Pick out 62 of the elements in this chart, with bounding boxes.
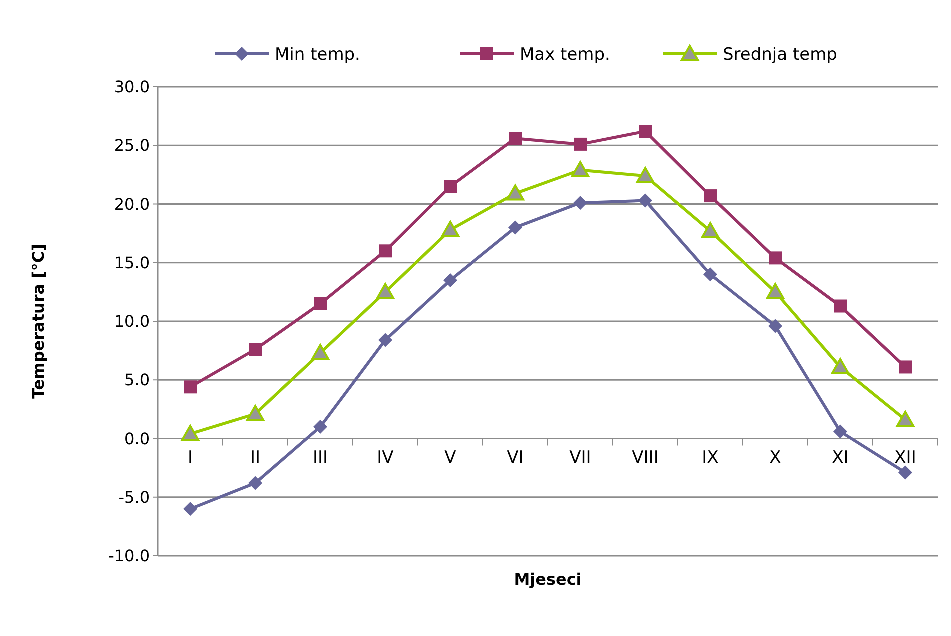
y-tick-label: -5.0 bbox=[118, 488, 150, 507]
point bbox=[509, 132, 522, 146]
legend-label: Srednja temp bbox=[723, 44, 838, 65]
point bbox=[184, 380, 197, 394]
x-tick-label: V bbox=[444, 448, 457, 468]
x-tick-label: VII bbox=[570, 448, 592, 468]
x-tick-label: X bbox=[770, 448, 782, 468]
point bbox=[314, 297, 327, 310]
point bbox=[898, 466, 912, 480]
point bbox=[704, 268, 718, 282]
point bbox=[184, 502, 198, 516]
point bbox=[506, 184, 524, 201]
legend-label: Min temp. bbox=[275, 44, 360, 65]
x-tick-label: III bbox=[312, 448, 328, 468]
point bbox=[702, 222, 720, 238]
x-tick-label: VIII bbox=[632, 448, 659, 468]
legend-label: Max temp. bbox=[520, 44, 610, 65]
point bbox=[766, 283, 784, 300]
point bbox=[768, 319, 782, 334]
point bbox=[638, 194, 652, 208]
x-tick-label: I bbox=[188, 448, 194, 468]
point bbox=[769, 252, 782, 265]
y-tick-label: 0.0 bbox=[124, 429, 150, 448]
point bbox=[832, 358, 850, 374]
point bbox=[574, 138, 587, 151]
x-axis-title: Mjeseci bbox=[514, 570, 582, 589]
x-tick-label: XI bbox=[832, 448, 849, 468]
y-tick-label: 20.0 bbox=[114, 194, 150, 214]
point bbox=[248, 476, 262, 490]
y-tick-label: 25.0 bbox=[114, 136, 150, 156]
point bbox=[639, 125, 652, 138]
point bbox=[636, 167, 654, 184]
y-tick-label: 5.0 bbox=[124, 370, 150, 390]
x-tick-label: XII bbox=[894, 448, 916, 468]
point bbox=[834, 300, 847, 313]
point bbox=[572, 161, 590, 178]
point bbox=[246, 405, 264, 422]
point bbox=[899, 360, 912, 374]
point bbox=[834, 424, 848, 439]
point bbox=[442, 221, 460, 238]
point bbox=[376, 283, 394, 300]
point bbox=[574, 196, 588, 210]
point bbox=[378, 333, 392, 348]
x-tick-label: IX bbox=[702, 448, 720, 468]
x-tick-label: II bbox=[250, 448, 261, 468]
y-axis-title: Temperatura [°C] bbox=[29, 244, 48, 399]
y-tick-label: -10.0 bbox=[108, 546, 150, 566]
point bbox=[379, 244, 392, 258]
y-tick-label: 30.0 bbox=[114, 78, 150, 97]
point bbox=[249, 343, 262, 356]
y-tick-label: 15.0 bbox=[114, 253, 150, 272]
point bbox=[896, 410, 914, 427]
point bbox=[312, 344, 330, 360]
x-tick-label: VI bbox=[507, 448, 524, 468]
point bbox=[182, 425, 200, 442]
y-tick-label: 10.0 bbox=[114, 312, 150, 332]
x-tick-label: IV bbox=[377, 448, 394, 468]
point bbox=[444, 180, 457, 194]
point bbox=[704, 190, 717, 203]
point bbox=[444, 273, 458, 288]
point bbox=[314, 420, 328, 434]
point bbox=[508, 220, 522, 235]
